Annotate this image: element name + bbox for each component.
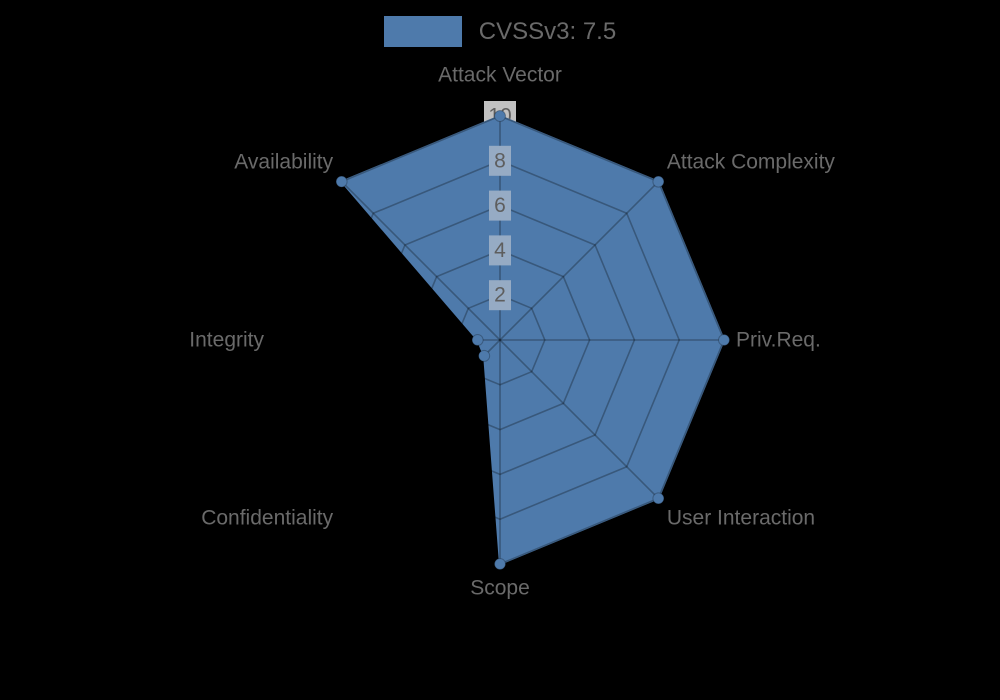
- axis-label-confidentiality: Confidentiality: [201, 507, 333, 530]
- axis-label-availability: Availability: [234, 150, 333, 173]
- tick-label-6: 6: [494, 194, 506, 217]
- grid-ring-2: [454, 294, 546, 386]
- axis-label-integrity: Integrity: [189, 329, 264, 352]
- tick-backdrop-4: [489, 235, 511, 266]
- axis-label-attack-complexity: Attack Complexity: [667, 150, 836, 173]
- tick-backdrop-6: [489, 190, 511, 221]
- data-point-user-interaction[interactable]: [652, 492, 665, 505]
- tick-label-8: 8: [494, 149, 506, 172]
- grid-ring-6: [364, 204, 636, 476]
- data-point-availability[interactable]: [335, 175, 348, 188]
- angle-line-availability: [341, 181, 501, 341]
- angle-line-confidentiality: [341, 339, 501, 499]
- data-point-attack-complexity[interactable]: [652, 175, 665, 188]
- data-point-attack-vector[interactable]: [494, 110, 506, 122]
- axis-label-attack-vector: Attack Vector: [438, 64, 562, 87]
- grid-ring-8: [319, 159, 681, 521]
- data-point-layer: [335, 110, 730, 570]
- data-point-priv-req[interactable]: [718, 334, 730, 346]
- tick-backdrop-8: [489, 145, 511, 176]
- tick-label-layer: 2 4 6 8: [489, 145, 511, 311]
- axis-label-priv-req: Priv.Req.: [736, 329, 821, 352]
- legend-label: CVSSv3: 7.5: [478, 18, 617, 45]
- axis-label-scope: Scope: [470, 577, 530, 600]
- tick-backdrop-2: [489, 280, 511, 311]
- angle-line-user-interaction: [499, 339, 659, 499]
- tick-label-4: 4: [494, 239, 506, 262]
- angle-line-attack-complexity: [499, 181, 659, 341]
- data-point-scope[interactable]: [494, 558, 506, 570]
- tick-label-2: 2: [494, 284, 506, 307]
- axis-label-user-interaction: User Interaction: [667, 507, 815, 530]
- data-point-confidentiality[interactable]: [478, 349, 491, 362]
- chart-legend[interactable]: CVSSv3: 7.5: [0, 16, 1000, 47]
- data-point-integrity[interactable]: [471, 334, 484, 346]
- axis-label-layer: Attack Vector Attack Complexity Priv.Req. U…: [189, 64, 835, 600]
- legend-color-swatch: [383, 16, 462, 47]
- grid-ring-4: [409, 249, 591, 431]
